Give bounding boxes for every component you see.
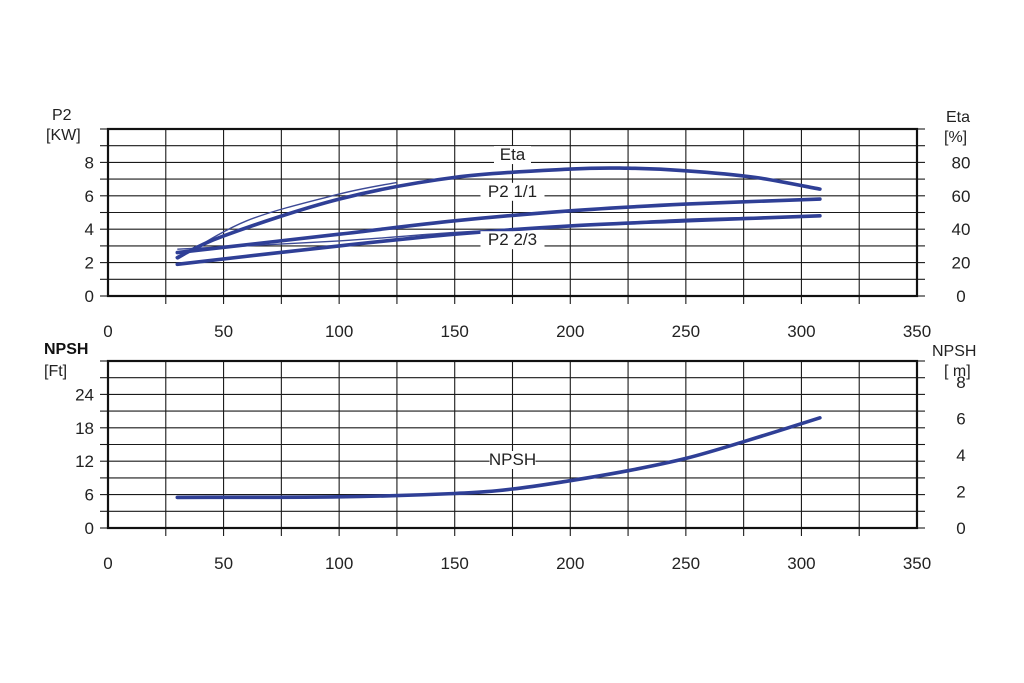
bottom-left-tick-label: 6 <box>85 486 94 505</box>
bottom-left-tick-label: 0 <box>85 519 94 538</box>
top-right-tick-label: 40 <box>952 220 971 239</box>
top-right-tick-label: 80 <box>952 153 971 172</box>
top-x-tick-labels: 0 50 100 150 200 250 300 350 <box>103 322 931 341</box>
top-annotation-label: Eta <box>500 145 526 164</box>
bottom-annotation-bg <box>489 450 536 469</box>
bottom-left-tick-label: 18 <box>75 419 94 438</box>
top-right-axis-label-2: [%] <box>944 129 967 146</box>
top-left-tick-labels: 0 2 4 6 8 <box>85 153 94 306</box>
top-series-eta <box>175 166 822 260</box>
bottom-right-tick-label: 2 <box>956 482 965 501</box>
bottom-series-group <box>175 416 822 500</box>
bottom-left-tick-labels: 0 6 12 18 24 <box>75 385 94 538</box>
bottom-left-axis-label-2: [Ft] <box>44 363 67 380</box>
top-x-tick-label: 200 <box>556 322 584 341</box>
bottom-x-tick-label: 50 <box>214 554 233 573</box>
bottom-annotations: NPSH <box>489 450 536 469</box>
top-right-tick-label: 0 <box>956 287 965 306</box>
top-plot-frame <box>106 127 919 298</box>
bottom-right-tick-label: 8 <box>956 373 965 392</box>
bottom-x-tick-label: 300 <box>787 554 815 573</box>
bottom-right-tick-label: 6 <box>956 409 965 428</box>
bottom-left-tick-label: 12 <box>75 452 94 471</box>
top-series-p2-1-1 <box>175 197 822 255</box>
bottom-plot-frame <box>106 359 919 530</box>
bottom-x-tick-labels: 0 50 100 150 200 250 300 350 <box>103 554 931 573</box>
top-left-axis-label-1: P2 <box>52 107 72 124</box>
top-left-tick-label: 2 <box>85 254 94 273</box>
bottom-x-tick-label: 350 <box>903 554 931 573</box>
bottom-right-tick-labels: 0 2 4 6 8 <box>956 373 965 538</box>
bottom-right-tick-label: 0 <box>956 519 965 538</box>
top-annotation-bg <box>480 182 545 201</box>
top-left-tick-label: 6 <box>85 187 94 206</box>
top-right-tick-label: 60 <box>952 187 971 206</box>
top-annotation-label: P2 2/3 <box>488 230 537 249</box>
top-x-tick-label: 350 <box>903 322 931 341</box>
top-x-tick-label: 50 <box>214 322 233 341</box>
bottom-x-tick-label: 100 <box>325 554 353 573</box>
top-x-tick-label: 0 <box>103 322 112 341</box>
top-x-tick-label: 150 <box>441 322 469 341</box>
bottom-x-tick-label: 200 <box>556 554 584 573</box>
top-annotation-bg <box>480 231 545 250</box>
top-left-tick-label: 4 <box>85 220 94 239</box>
top-chart: 0 50 100 150 200 250 300 350 0 2 4 6 8 0 20 40 60 80 Et… <box>46 107 970 341</box>
top-x-tick-label: 300 <box>787 322 815 341</box>
top-left-tick-label: 0 <box>85 287 94 306</box>
bottom-series-npsh <box>175 416 822 500</box>
bottom-right-axis-label-2: [ m] <box>944 363 971 380</box>
bottom-x-tick-label: 250 <box>672 554 700 573</box>
bottom-x-tick-label: 0 <box>103 554 112 573</box>
bottom-right-axis-label-1: NPSH <box>932 343 976 360</box>
bottom-left-tick-label: 24 <box>75 385 94 404</box>
top-left-axis-label-2: [KW] <box>46 127 81 144</box>
bottom-right-tick-label: 4 <box>956 446 965 465</box>
top-left-tick-label: 8 <box>85 153 94 172</box>
bottom-x-tick-label: 150 <box>441 554 469 573</box>
bottom-annotation-label: NPSH <box>489 450 536 469</box>
bottom-grid <box>100 360 925 536</box>
top-series-group <box>175 166 822 267</box>
top-right-tick-label: 20 <box>952 254 971 273</box>
top-right-tick-labels: 0 20 40 60 80 <box>952 153 971 306</box>
top-annotations: Eta P2 1/1 P2 2/3 <box>480 145 545 250</box>
bottom-left-axis-label-1: NPSH <box>44 341 88 358</box>
top-right-axis-label-1: Eta <box>946 109 970 126</box>
top-annotation-bg <box>494 146 531 165</box>
top-x-tick-label: 100 <box>325 322 353 341</box>
top-x-tick-label: 250 <box>672 322 700 341</box>
top-annotation-label: P2 1/1 <box>488 182 537 201</box>
top-series-p2-2-3 <box>175 214 822 267</box>
